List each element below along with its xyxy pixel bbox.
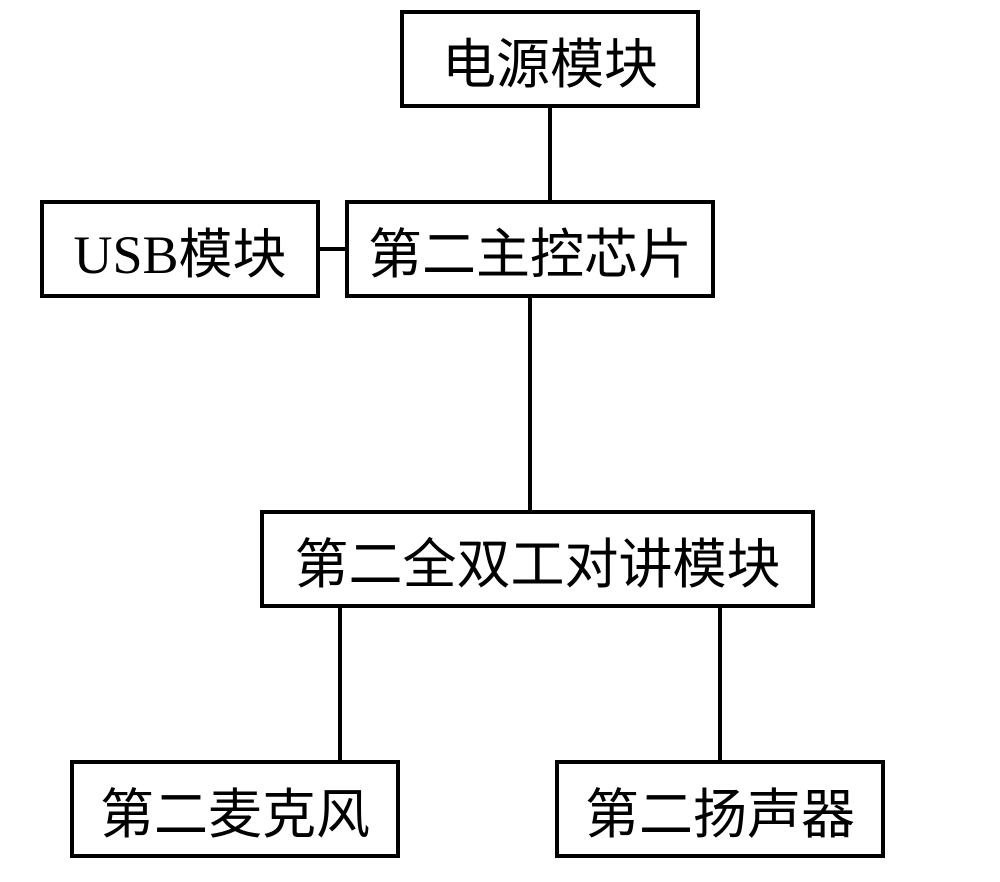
node-duplex: 第二全双工对讲模块 xyxy=(260,510,815,608)
node-label: 第二麦克风 xyxy=(100,770,370,849)
node-mic: 第二麦克风 xyxy=(70,760,400,858)
node-label: 电源模块 xyxy=(442,20,658,99)
node-label: 第二全双工对讲模块 xyxy=(295,520,781,599)
node-label: 第二主控芯片 xyxy=(368,210,692,289)
node-label: 第二扬声器 xyxy=(585,770,855,849)
edge-power-mcu xyxy=(548,108,552,200)
node-power: 电源模块 xyxy=(400,10,700,108)
edge-duplex-speaker xyxy=(718,608,722,760)
node-label: USB模块 xyxy=(73,210,286,289)
edge-mcu-duplex xyxy=(528,298,532,510)
edge-usb-mcu xyxy=(320,247,345,251)
node-speaker: 第二扬声器 xyxy=(555,760,885,858)
edge-duplex-mic xyxy=(338,608,342,760)
diagram-canvas: 电源模块 USB模块 第二主控芯片第二全双工对讲模块第二麦克风 第二扬声器 xyxy=(0,0,1000,882)
node-usb: USB模块 xyxy=(40,200,320,298)
node-mcu: 第二主控芯片 xyxy=(345,200,715,298)
